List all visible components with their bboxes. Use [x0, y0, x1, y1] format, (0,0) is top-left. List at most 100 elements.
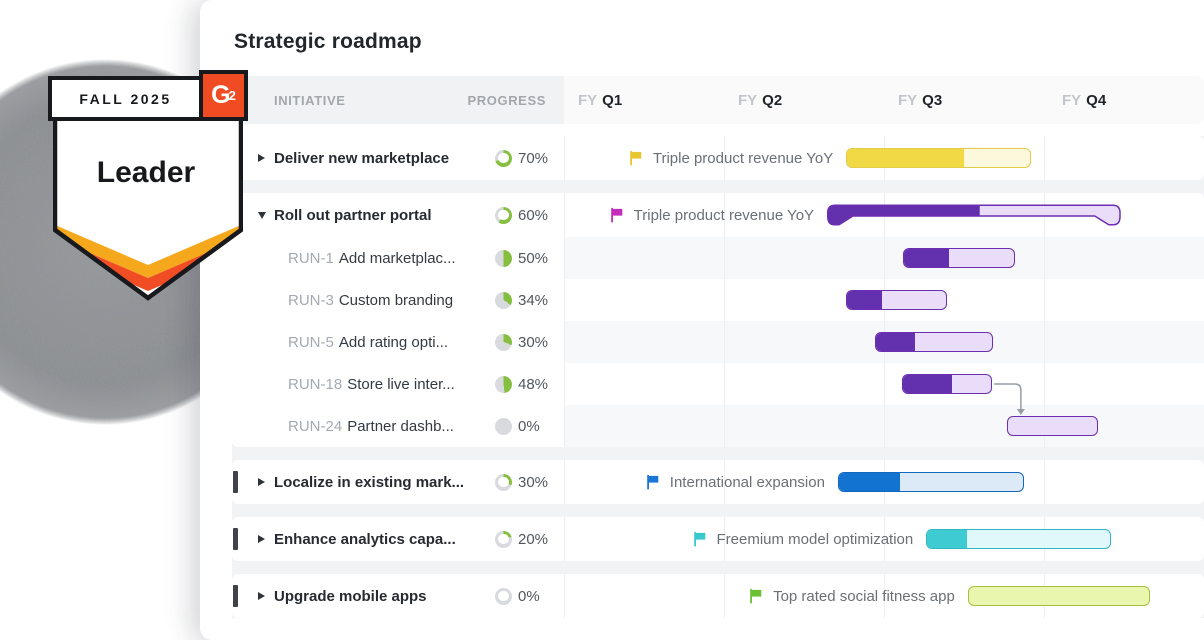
roadmap-card: Deliver new marketplace 70% Triple produc…	[232, 136, 1204, 180]
gantt-bar-fill	[847, 149, 964, 167]
row-left-cell: Upgrade mobile apps 0%	[232, 574, 564, 618]
row-timeline-cell: Top rated social fitness app	[564, 574, 1204, 618]
goal-label: Freemium model optimization	[716, 530, 914, 548]
expand-chevron[interactable]	[258, 592, 274, 600]
row-timeline-cell: Freemium model optimization	[564, 517, 1204, 561]
initiative-row[interactable]: Deliver new marketplace 70% Triple produc…	[232, 136, 1204, 180]
child-row[interactable]: RUN-5 Add rating opti... 30%	[232, 321, 1204, 363]
expand-chevron[interactable]	[258, 211, 274, 219]
expand-chevron[interactable]	[258, 154, 274, 162]
progress-ring	[495, 473, 512, 491]
gantt-bar[interactable]	[846, 148, 1031, 168]
child-row[interactable]: RUN-18 Store live inter... 48%	[232, 363, 1204, 405]
gantt-bar-fill	[927, 530, 968, 548]
goal: Freemium model optimization	[692, 517, 927, 561]
row-timeline-cell	[564, 405, 1204, 447]
row-left-cell: RUN-1 Add marketplac... 50%	[232, 237, 564, 279]
gantt-bar-fill	[902, 375, 953, 393]
child-row[interactable]: RUN-24 Partner dashb... 0%	[232, 405, 1204, 447]
child-row[interactable]: RUN-3 Custom branding 34%	[232, 279, 1204, 321]
progress-percent: 0%	[518, 587, 540, 605]
gantt-bar-fill	[904, 249, 950, 267]
row-drag-marker[interactable]	[233, 585, 238, 607]
row-label: Deliver new marketplace	[274, 149, 450, 167]
progress-percent: 34%	[518, 291, 549, 309]
column-header-initiative: INITIATIVE	[274, 92, 346, 108]
progress-percent: 50%	[518, 249, 549, 267]
goal: Triple product revenue YoY	[628, 136, 846, 180]
row-left-cell: Deliver new marketplace 70%	[232, 136, 564, 180]
child-row[interactable]: RUN-1 Add marketplac... 50%	[232, 237, 1204, 279]
progress-percent: 20%	[518, 530, 549, 548]
roadmap-card: Upgrade mobile apps 0% Top rated social f…	[232, 574, 1204, 618]
progress-ring	[495, 587, 512, 605]
row-key: RUN-18	[288, 375, 343, 393]
goal: International expansion	[645, 460, 838, 504]
expand-chevron[interactable]	[258, 535, 274, 543]
row-left-cell: RUN-18 Store live inter... 48%	[232, 363, 564, 405]
expand-chevron[interactable]	[258, 478, 274, 486]
row-label: RUN-5 Add rating opti...	[288, 333, 449, 351]
goal: Triple product revenue YoY	[609, 193, 827, 237]
goal-flag-icon	[748, 588, 764, 604]
roadmap-rows: Deliver new marketplace 70% Triple produc…	[232, 136, 1204, 618]
progress-ring	[495, 206, 512, 224]
gantt-bar-fill	[876, 333, 916, 351]
progress-percent: 70%	[518, 149, 549, 167]
column-header-q4: FY Q4	[1062, 91, 1107, 109]
gantt-summary-bar[interactable]	[827, 204, 1121, 226]
row-label: Roll out partner portal	[274, 206, 432, 224]
gantt-bar[interactable]	[846, 290, 948, 310]
gantt-bar[interactable]	[901, 374, 993, 394]
gantt-bar[interactable]	[837, 472, 1025, 492]
roadmap-card: Roll out partner portal 60% Triple produc…	[232, 193, 1204, 447]
row-label: RUN-24 Partner dashb...	[288, 417, 454, 435]
page-title: Strategic roadmap	[234, 30, 422, 53]
row-left-cell: RUN-3 Custom branding 34%	[232, 279, 564, 321]
progress-percent: 30%	[518, 333, 549, 351]
initiative-row[interactable]: Roll out partner portal 60% Triple produc…	[232, 193, 1204, 237]
badge-season-banner: FALL 2025	[48, 76, 203, 121]
row-timeline-cell: International expansion	[564, 460, 1204, 504]
column-header-q3: FY Q3	[898, 91, 943, 109]
gantt-bar-fill	[838, 473, 900, 491]
goal-label: Triple product revenue YoY	[633, 206, 815, 224]
roadmap-card: Localize in existing mark... 30% Internat…	[232, 460, 1204, 504]
row-left-cell: Localize in existing mark... 30%	[232, 460, 564, 504]
progress-ring	[495, 249, 512, 267]
progress-percent: 48%	[518, 375, 549, 393]
gantt-bar[interactable]	[926, 529, 1111, 549]
goal-flag-icon	[609, 207, 625, 223]
row-timeline-cell	[564, 321, 1204, 363]
badge-award-label: Leader	[96, 156, 196, 189]
row-timeline-cell: Triple product revenue YoY	[564, 193, 1204, 237]
goal-flag-icon	[628, 150, 644, 166]
gantt-bar[interactable]	[903, 248, 1016, 268]
initiative-row[interactable]: Enhance analytics capa... 20% Freemium mo…	[232, 517, 1204, 561]
row-label: RUN-18 Store live inter...	[288, 375, 455, 393]
gantt-bar[interactable]	[967, 586, 1150, 606]
progress-percent: 30%	[518, 473, 549, 491]
row-timeline-cell	[564, 237, 1204, 279]
row-left-cell: RUN-5 Add rating opti... 30%	[232, 321, 564, 363]
initiative-row[interactable]: Upgrade mobile apps 0% Top rated social f…	[232, 574, 1204, 618]
row-drag-marker[interactable]	[233, 528, 238, 550]
goal-label: Triple product revenue YoY	[652, 149, 834, 167]
column-header-q1: FY Q1	[578, 91, 623, 109]
gantt-bar[interactable]	[875, 332, 993, 352]
initiative-row[interactable]: Localize in existing mark... 30% Internat…	[232, 460, 1204, 504]
progress-ring	[495, 375, 512, 393]
row-timeline-cell	[564, 279, 1204, 321]
row-left-cell: RUN-24 Partner dashb... 0%	[232, 405, 564, 447]
table-header: INITIATIVE PROGRESS FY Q1 FY Q2 FY Q3 FY…	[232, 76, 1204, 124]
goal-flag-icon	[692, 531, 708, 547]
goal-label: International expansion	[669, 473, 825, 491]
column-header-progress: PROGRESS	[467, 92, 546, 108]
progress-ring	[495, 291, 512, 309]
row-timeline-cell: Triple product revenue YoY	[564, 136, 1204, 180]
row-drag-marker[interactable]	[233, 471, 238, 493]
gantt-bar[interactable]	[1006, 416, 1098, 436]
row-label: RUN-3 Custom branding	[288, 291, 454, 309]
